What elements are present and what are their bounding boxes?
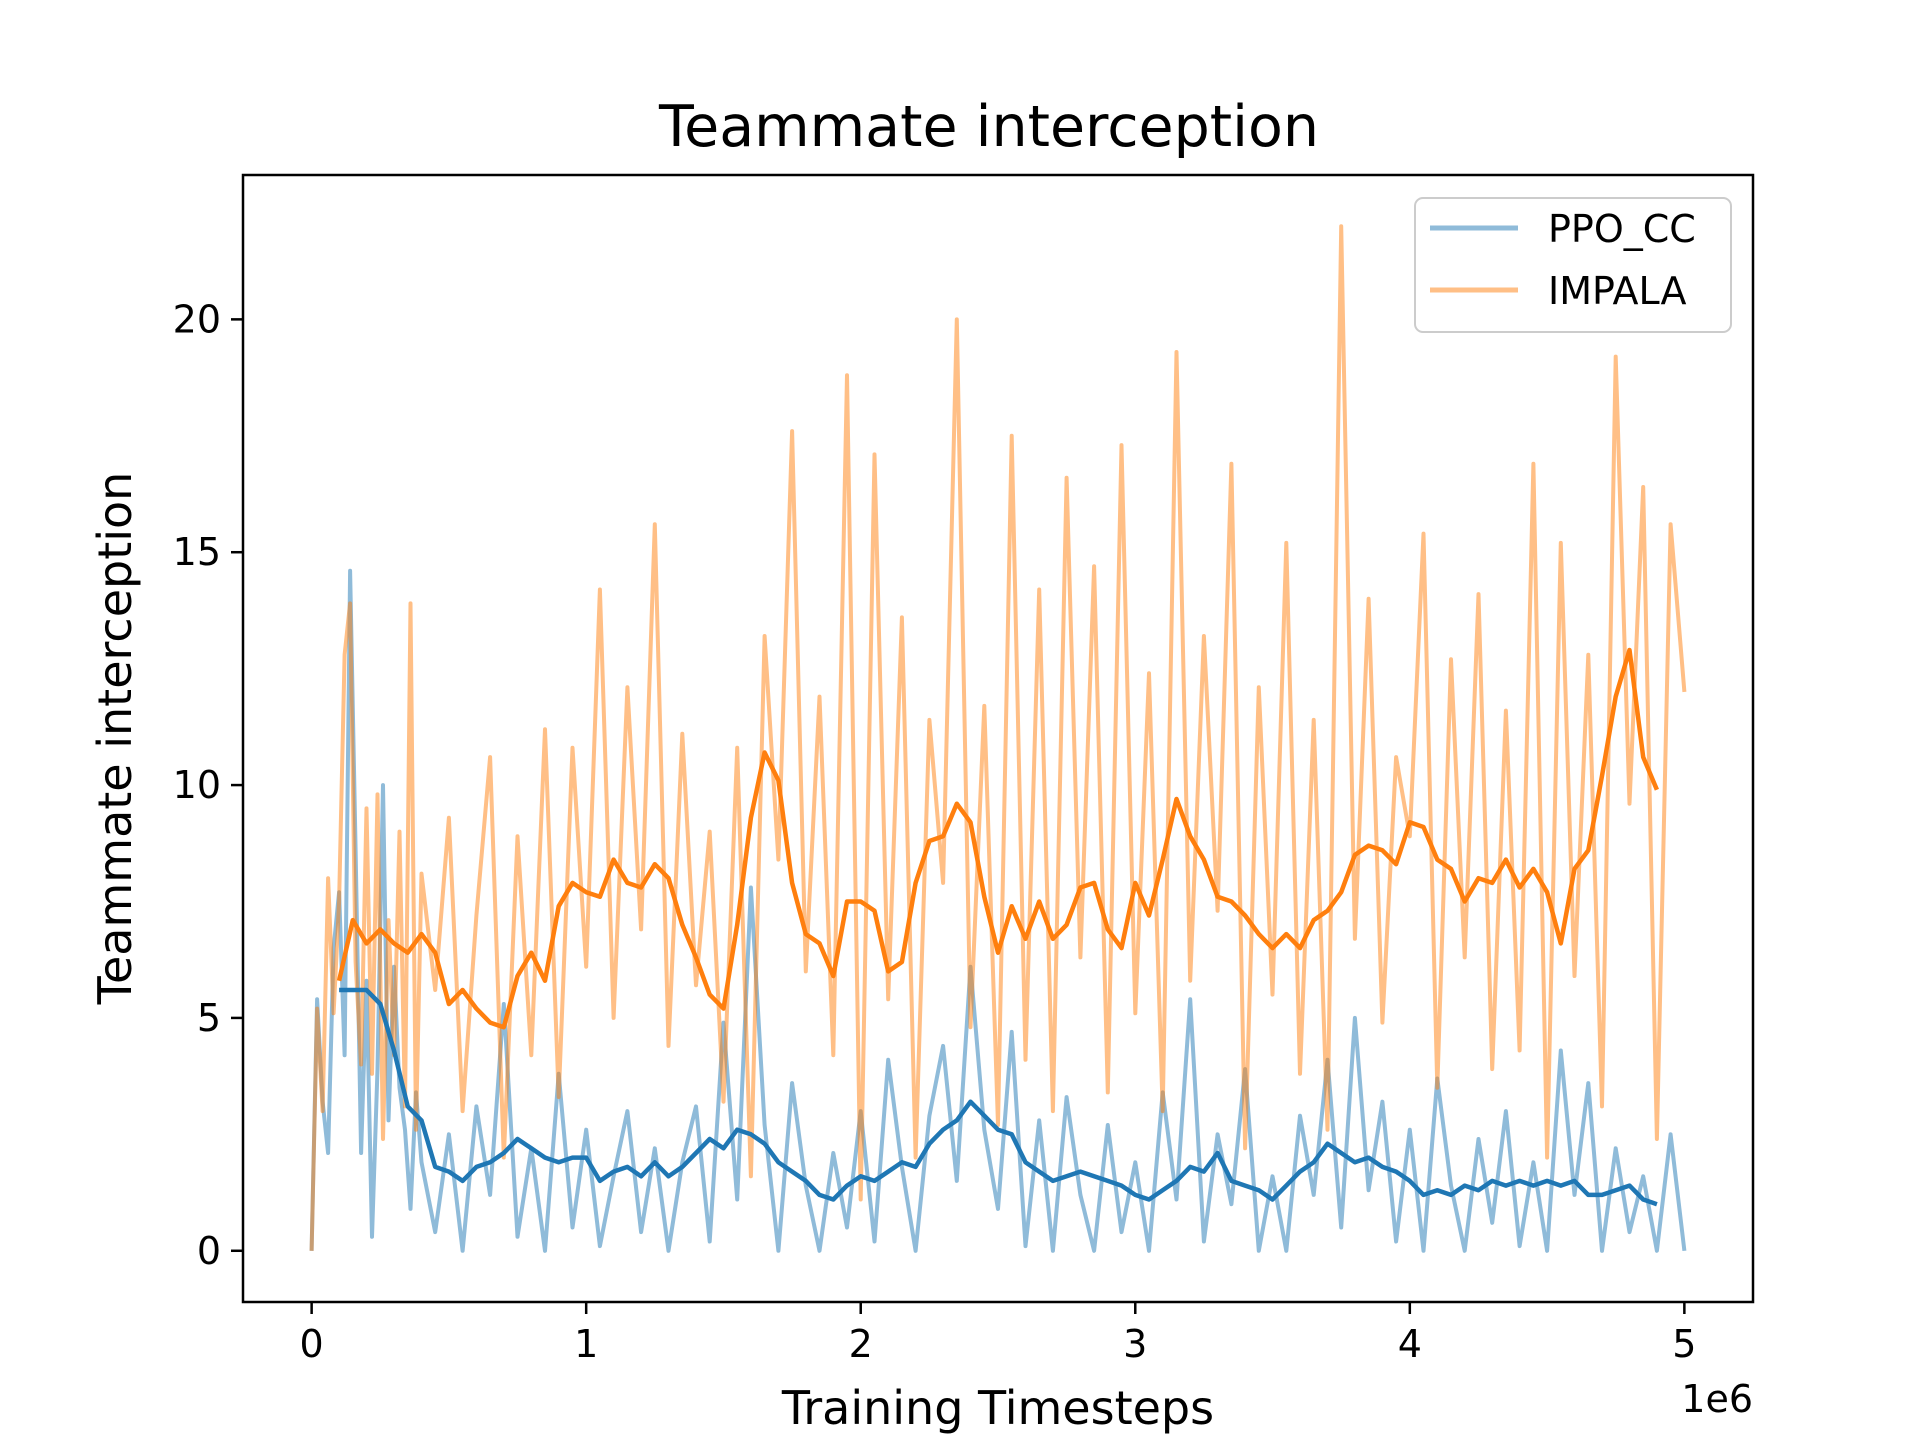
legend-label-ppo-cc: PPO_CC	[1548, 207, 1696, 251]
x-axis-offset-label: 1e6	[1681, 1377, 1753, 1421]
plot-area	[309, 224, 1687, 1253]
x-axis: 0 1 2 3 4 5	[300, 1302, 1696, 1366]
axes-frame	[241, 173, 1755, 1304]
legend-label-impala: IMPALA	[1548, 269, 1687, 313]
legend: PPO_CC IMPALA	[1414, 197, 1732, 333]
x-tick-label: 0	[300, 1322, 324, 1366]
smoothed-line-ppo-cc	[339, 987, 1658, 1207]
x-tick-label: 4	[1398, 1322, 1422, 1366]
x-tick-label: 2	[849, 1322, 873, 1366]
legend-frame	[1414, 197, 1732, 333]
y-tick-label: 20	[173, 297, 221, 341]
x-axis-label: Training Timesteps	[781, 1381, 1214, 1435]
y-tick-label: 15	[173, 530, 221, 574]
series-line-impala	[309, 224, 1687, 1251]
y-axis: 0 5 10 15 20	[173, 297, 243, 1273]
y-tick-label: 0	[197, 1229, 221, 1273]
y-axis-label: Teammate interception	[88, 472, 142, 1006]
x-tick-label: 3	[1123, 1322, 1147, 1366]
y-tick-label: 10	[173, 763, 221, 807]
smoothed-line-impala	[336, 647, 1659, 1030]
x-tick-label: 5	[1672, 1322, 1696, 1366]
y-tick-label: 5	[197, 996, 221, 1040]
chart-title: Teammate interception	[658, 94, 1319, 160]
x-tick-label: 1	[574, 1322, 598, 1366]
